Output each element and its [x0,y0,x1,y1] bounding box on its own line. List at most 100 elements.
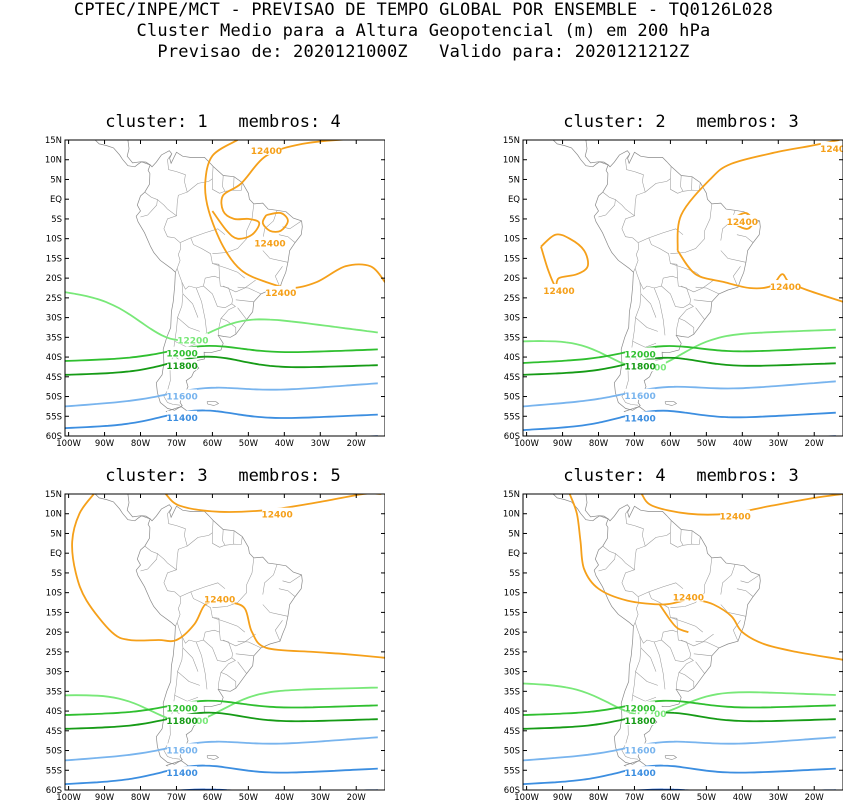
lat-tick-label: 60S [46,786,62,796]
lon-tick-label: 70W [625,793,645,803]
contour-11400 [523,409,836,431]
lat-tick-label: 10N [503,510,520,520]
contour-label: 12400 [770,283,801,293]
lon-tick-label: 40W [275,793,295,803]
contour-label: 11600 [166,392,197,402]
lon-tick-label: 40W [733,439,753,449]
contour-11400 [523,764,836,785]
lat-tick-label: 20S [46,628,62,638]
contour-12400 [658,603,689,633]
lat-tick-label: 30S [504,314,520,324]
lat-tick-label: 15S [46,254,62,264]
contour-12000 [523,699,836,716]
contour-12200 [523,328,836,370]
lon-tick-label: 80W [131,793,151,803]
lat-tick-label: 55S [46,412,62,422]
contour-11400 [65,409,378,429]
contour-11800 [65,355,378,376]
contour-12400 [211,140,385,240]
header-line-1: CPTEC/INPE/MCT - PREVISAO DE TEMPO GLOBA… [73,0,774,20]
lon-tick-label: 70W [167,439,187,449]
header-line-2: Cluster Medio para a Altura Geopotencial… [136,21,711,41]
contour-label: 12400 [261,511,292,521]
contour-12400 [261,211,289,233]
contour-label: 12400 [727,218,758,228]
lat-tick-label: 35S [46,687,62,697]
lat-tick-label: 5S [51,215,62,225]
lat-tick-label: 10S [46,589,62,599]
lon-tick-label: 20W [805,793,825,803]
lat-tick-label: 25S [46,648,62,658]
lon-tick-label: 20W [347,793,367,803]
lat-tick-label: 30S [46,668,62,678]
lon-tick-label: 90W [95,439,115,449]
lat-tick-label: 55S [46,766,62,776]
lat-tick-label: 30S [504,668,520,678]
geopotential-map: 12400 12400 12400 12200 12000 11800 11600 11400… [45,136,385,449]
contour-11800 [65,711,378,730]
contour-label: 11400 [166,414,197,424]
lat-tick-label: 35S [504,333,520,343]
lon-tick-label: 60W [661,439,681,449]
contour-12200 [65,686,378,723]
lon-tick-label: 90W [95,793,115,803]
lat-tick-label: 10S [504,235,520,245]
lat-tick-label: 60S [504,432,520,442]
contour-11600 [65,382,378,408]
contour-label: 11400 [624,769,655,779]
lat-tick-label: 40S [504,707,520,717]
contour-label: 11800 [166,362,197,372]
lon-tick-label: 60W [661,793,681,803]
lat-tick-label: 35S [46,333,62,343]
lat-tick-label: 5S [51,569,62,579]
lon-tick-label: 70W [625,439,645,449]
cluster-panel-1: cluster: 1 membros: 4 12400 12400 12400 1220… [0,112,385,452]
lat-tick-label: 5N [50,175,62,185]
contour-label: 11600 [624,746,655,756]
contour-11600 [523,736,836,762]
contour-label: 12400 [820,145,843,155]
contour-12400 [676,140,840,251]
lon-tick-label: 90W [553,793,573,803]
contour-label: 11600 [624,392,655,402]
contour-11800 [523,711,836,730]
lat-tick-label: 55S [504,412,520,422]
lon-tick-label: 100W [56,439,81,449]
lat-tick-label: 45S [504,727,520,737]
cluster-panel-3: cluster: 3 membros: 51240012400122001200… [0,466,385,806]
lon-tick-label: 70W [167,793,187,803]
lat-tick-label: 10N [45,156,62,166]
lat-tick-label: 25S [504,294,520,304]
lat-tick-label: 20S [46,274,62,284]
contour-label: 11800 [624,363,655,373]
lat-tick-label: 5S [509,569,520,579]
lat-tick-label: 15S [504,254,520,264]
contour-label: 11600 [166,746,197,756]
lon-tick-label: 50W [697,793,717,803]
lat-tick-label: 50S [504,393,520,403]
contour-label: 12400 [251,147,282,157]
lon-tick-label: 20W [347,439,367,449]
lon-tick-label: 60W [203,439,223,449]
contour-12200 [65,291,378,342]
contour-label: 12400 [543,287,574,297]
contour-12400 [540,233,589,288]
contour-label: 12000 [624,350,655,360]
lon-tick-label: 100W [514,439,539,449]
lat-tick-label: 15S [46,608,62,618]
lon-tick-label: 30W [769,793,789,803]
lat-tick-label: 5N [508,529,520,539]
contour-label: 11400 [624,415,655,425]
lat-tick-label: 5N [50,529,62,539]
lat-tick-label: 10N [503,156,520,166]
lat-tick-label: 20S [504,274,520,284]
geopotential-map: 1240012400122001200011800116001140015N10… [503,490,843,803]
lat-tick-label: 20S [504,628,520,638]
contour-12400 [204,140,385,289]
contour-label: 12400 [265,289,296,299]
lat-tick-label: 25S [46,294,62,304]
contour-11600 [65,736,378,762]
lat-tick-label: 15N [45,490,62,500]
contour-12000 [65,699,378,716]
contour-label: 11400 [166,769,197,779]
